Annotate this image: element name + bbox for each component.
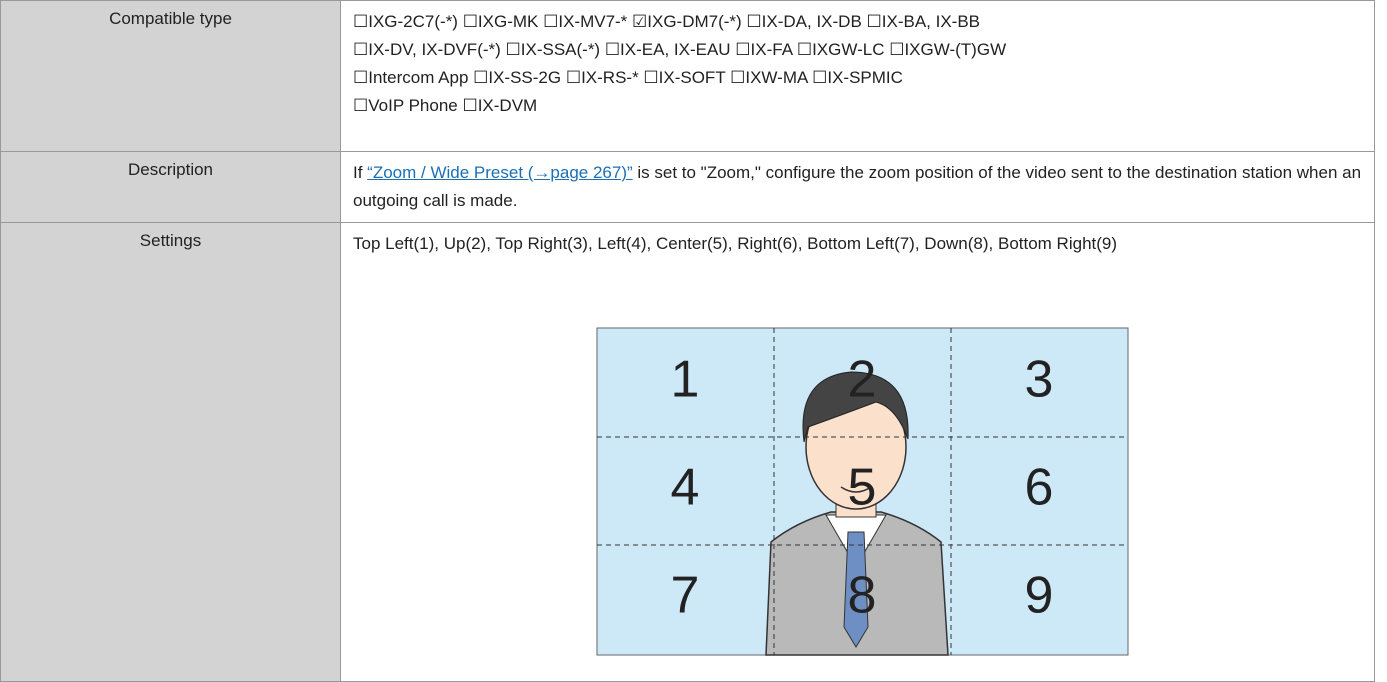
row-value: ☐IXG-2C7(-*) ☐IXG-MK ☐IX-MV7-* ☑IXG-DM7(… — [341, 1, 1374, 127]
grid-number: 3 — [1025, 351, 1054, 409]
row-label: Compatible type — [1, 1, 341, 151]
text-line: ☐Intercom App ☐IX-SS-2G ☐IX-RS-* ☐IX-SOF… — [353, 68, 903, 87]
person — [765, 371, 949, 656]
text: Top Left(1), Up(2), Top Right(3), Left(4… — [353, 234, 1118, 253]
grid-number: 4 — [671, 459, 700, 517]
grid-number: 6 — [1025, 459, 1054, 517]
table-row: Settings Top Left(1), Up(2), Top Right(3… — [0, 222, 1375, 682]
zoom-figure: 1 2 3 4 5 6 7 8 9 — [596, 327, 1129, 656]
text-line: ☐VoIP Phone ☐IX-DVM — [353, 96, 538, 115]
text-line: ☐IXG-2C7(-*) ☐IXG-MK ☐IX-MV7-* ☑IXG-DM7(… — [353, 12, 980, 31]
row-label: Settings — [1, 223, 341, 681]
grid-number: 7 — [671, 567, 700, 625]
row-value: If “Zoom / Wide Preset (→page 267)” is s… — [341, 152, 1374, 222]
text: If — [353, 163, 368, 182]
row-value: Top Left(1), Up(2), Top Right(3), Left(4… — [341, 223, 1374, 265]
grid — [597, 328, 1128, 655]
grid-number: 1 — [671, 351, 700, 409]
link[interactable]: “Zoom / Wide Preset (→page 267)” — [367, 163, 633, 182]
text-line: ☐IX-DV, IX-DVF(-*) ☐IX-SSA(-*) ☐IX-EA, I… — [353, 40, 1007, 59]
grid-number: 2 — [848, 351, 877, 409]
grid-number: 5 — [848, 459, 877, 517]
table-row: Description If “Zoom / Wide Preset (→pag… — [0, 151, 1375, 223]
table-row: Compatible type ☐IXG-2C7(-*) ☐IXG-MK ☐IX… — [0, 0, 1375, 152]
grid-number: 9 — [1025, 567, 1054, 625]
row-label: Description — [1, 152, 341, 222]
text: is set to "Zoom," configure the zoom pos… — [353, 163, 1362, 210]
grid-number: 8 — [848, 567, 877, 625]
